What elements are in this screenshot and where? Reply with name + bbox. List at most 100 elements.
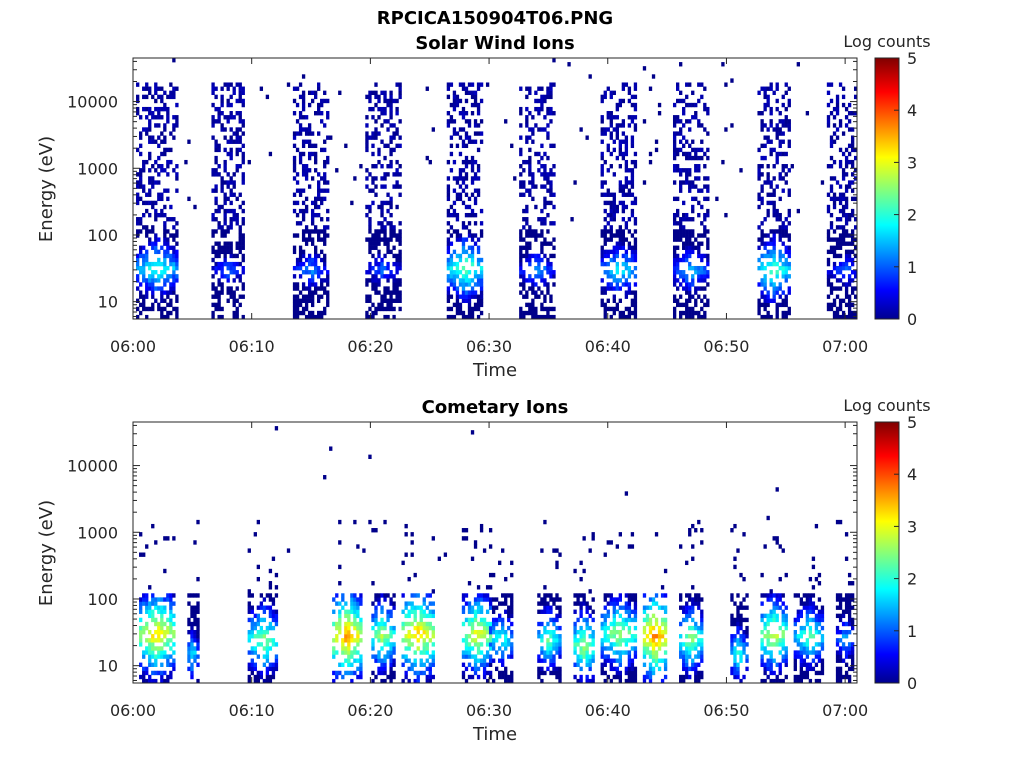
heatmap-cell bbox=[413, 625, 417, 631]
heatmap-cell bbox=[657, 102, 662, 108]
heatmap-cell bbox=[413, 609, 417, 614]
heatmap-cell bbox=[769, 261, 773, 267]
heatmap-cell bbox=[193, 204, 197, 210]
heatmap-cell bbox=[449, 274, 454, 279]
heatmap-cell bbox=[256, 605, 260, 610]
heatmap-cell bbox=[320, 111, 324, 116]
heatmap-cell bbox=[844, 282, 849, 287]
heatmap-cell bbox=[531, 172, 535, 177]
heatmap-cell bbox=[660, 629, 665, 635]
heatmap-cell bbox=[148, 106, 152, 112]
heatmap-cell bbox=[706, 274, 710, 279]
heatmap-cell bbox=[540, 650, 544, 655]
heatmap-cell bbox=[757, 302, 761, 308]
heatmap-cell bbox=[579, 678, 583, 684]
heatmap-cell bbox=[187, 642, 191, 647]
heatmap-cell bbox=[700, 123, 704, 128]
heatmap-cell bbox=[826, 257, 831, 263]
heatmap-cell bbox=[455, 261, 460, 267]
heatmap-cell bbox=[323, 164, 327, 169]
heatmap-cell bbox=[175, 233, 179, 238]
heatmap-cell bbox=[226, 229, 230, 234]
heatmap-cell bbox=[157, 111, 161, 116]
heatmap-cell bbox=[320, 270, 324, 275]
heatmap-cell bbox=[829, 155, 834, 161]
heatmap-cell bbox=[832, 302, 837, 308]
heatmap-cell bbox=[190, 674, 194, 680]
heatmap-cell bbox=[826, 204, 831, 210]
heatmap-cell bbox=[700, 204, 704, 210]
heatmap-cell bbox=[157, 261, 161, 267]
heatmap-cell bbox=[697, 642, 701, 647]
heatmap-cell bbox=[850, 139, 855, 144]
heatmap-cell bbox=[392, 314, 396, 320]
heatmap-cell bbox=[154, 621, 158, 627]
heatmap-cell bbox=[139, 131, 143, 136]
heatmap-cell bbox=[688, 229, 692, 234]
heatmap-cell bbox=[612, 257, 616, 263]
heatmap-cell bbox=[739, 601, 743, 606]
heatmap-cell bbox=[458, 135, 463, 140]
heatmap-cell bbox=[238, 94, 242, 100]
heatmap-cell bbox=[537, 634, 541, 639]
heatmap-cell bbox=[654, 601, 659, 606]
heatmap-cell bbox=[253, 613, 257, 619]
heatmap-cell bbox=[787, 245, 791, 250]
heatmap-cell bbox=[214, 302, 218, 308]
y-axis-label: Energy (eV) bbox=[36, 136, 57, 242]
heatmap-cell bbox=[736, 617, 740, 623]
heatmap-cell bbox=[778, 662, 782, 667]
heatmap-cell bbox=[383, 621, 387, 627]
heatmap-cell bbox=[525, 290, 529, 295]
heatmap-cell bbox=[609, 634, 613, 639]
heatmap-cell bbox=[190, 670, 194, 676]
heatmap-cell bbox=[600, 625, 604, 631]
heatmap-cell bbox=[766, 164, 770, 169]
heatmap-cell bbox=[148, 265, 152, 271]
heatmap-cell bbox=[410, 540, 414, 545]
heatmap-cell bbox=[787, 249, 791, 255]
heatmap-cell bbox=[172, 94, 176, 100]
heatmap-cell bbox=[549, 314, 553, 320]
heatmap-cell bbox=[841, 310, 846, 316]
heatmap-cell bbox=[301, 102, 306, 108]
heatmap-cell bbox=[618, 98, 622, 104]
heatmap-cell bbox=[832, 265, 837, 271]
heatmap-cell bbox=[543, 164, 547, 169]
heatmap-cell bbox=[350, 654, 354, 659]
heatmap-cell bbox=[232, 310, 236, 316]
heatmap-cell bbox=[446, 86, 451, 91]
heatmap-cell bbox=[479, 278, 484, 283]
heatmap-cell bbox=[175, 164, 179, 169]
heatmap-cell bbox=[259, 642, 264, 647]
heatmap-cell bbox=[688, 237, 692, 242]
heatmap-cell bbox=[624, 670, 629, 676]
heatmap-cell bbox=[335, 638, 339, 643]
heatmap-cell bbox=[314, 200, 318, 206]
heatmap-cell bbox=[633, 241, 638, 246]
heatmap-cell bbox=[507, 678, 511, 684]
heatmap-cell bbox=[841, 274, 846, 279]
heatmap-cell bbox=[528, 188, 532, 193]
heatmap-cell bbox=[214, 119, 218, 124]
heatmap-cell bbox=[694, 115, 698, 120]
heatmap-cell bbox=[579, 629, 583, 635]
heatmap-cell bbox=[685, 654, 689, 659]
heatmap-cell bbox=[627, 270, 632, 275]
heatmap-cell bbox=[760, 229, 764, 234]
heatmap-cell bbox=[380, 306, 384, 312]
heatmap-cell bbox=[648, 674, 653, 680]
heatmap-cell bbox=[368, 204, 372, 210]
heatmap-cell bbox=[154, 106, 158, 112]
heatmap-cell bbox=[778, 237, 782, 242]
heatmap-cell bbox=[781, 314, 785, 320]
heatmap-cell bbox=[335, 593, 339, 598]
heatmap-cell bbox=[531, 310, 535, 316]
heatmap-cell bbox=[781, 225, 785, 230]
heatmap-cell bbox=[621, 233, 626, 238]
heatmap-cell bbox=[314, 143, 318, 149]
heatmap-cell bbox=[259, 674, 264, 680]
heatmap-cell bbox=[624, 225, 629, 230]
heatmap-cell bbox=[307, 184, 312, 189]
heatmap-cell bbox=[223, 257, 227, 263]
